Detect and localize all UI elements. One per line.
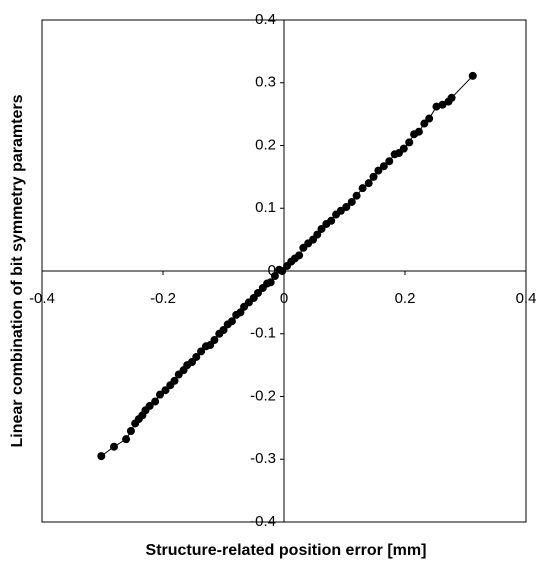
data-point: [414, 127, 423, 136]
data-point: [170, 376, 179, 385]
data-point: [425, 114, 434, 123]
y-tick-label: 0.1: [255, 199, 276, 216]
data-point: [313, 230, 322, 239]
y-tick-label: -0.4: [250, 513, 276, 530]
data-point: [369, 172, 378, 181]
data-point: [122, 435, 131, 444]
data-point: [270, 272, 279, 281]
y-tick-label: 0.3: [255, 74, 276, 91]
data-point: [405, 138, 414, 147]
data-point: [266, 278, 275, 287]
data-point: [438, 100, 447, 109]
data-point: [447, 93, 456, 102]
data-point: [364, 179, 373, 188]
data-point: [197, 347, 206, 356]
data-point: [342, 202, 351, 211]
x-tick-label: -0.2: [150, 290, 176, 307]
x-tick-label: 0.2: [395, 290, 416, 307]
data-point: [219, 325, 228, 334]
data-point: [210, 336, 219, 345]
data-point: [192, 352, 201, 361]
data-point: [327, 216, 336, 225]
x-axis-title: Structure-related position error [mm]: [146, 542, 427, 559]
y-tick-label: -0.2: [250, 387, 276, 404]
data-point: [399, 144, 408, 153]
x-tick-label: -0.4: [29, 290, 55, 307]
data-point: [352, 191, 361, 200]
x-tick-label: 0.4: [516, 290, 537, 307]
data-point: [109, 442, 118, 451]
data-point: [358, 184, 367, 193]
data-point: [295, 251, 304, 260]
y-tick-label: -0.3: [250, 450, 276, 467]
data-point: [253, 288, 262, 297]
data-point: [468, 71, 477, 80]
data-point: [385, 157, 394, 166]
data-point: [374, 166, 383, 175]
data-point: [97, 452, 106, 461]
data-point: [420, 119, 429, 128]
data-point: [379, 162, 388, 171]
data-point: [155, 390, 164, 399]
y-tick-label: 0.2: [255, 136, 276, 153]
data-point: [161, 386, 170, 395]
x-tick-label: 0: [280, 290, 288, 307]
data-point: [432, 102, 441, 111]
y-tick-label: -0.1: [250, 325, 276, 342]
data-point: [347, 197, 356, 206]
y-tick-label: 0: [268, 262, 276, 279]
data-point: [317, 224, 326, 233]
y-tick-label: 0.4: [255, 11, 276, 28]
data-point: [278, 267, 287, 275]
y-axis-title: Linear combination of bit symmetry param…: [9, 94, 26, 447]
data-point: [126, 427, 135, 436]
data-point: [145, 401, 154, 410]
data-point: [151, 397, 160, 406]
data-point: [227, 317, 236, 326]
